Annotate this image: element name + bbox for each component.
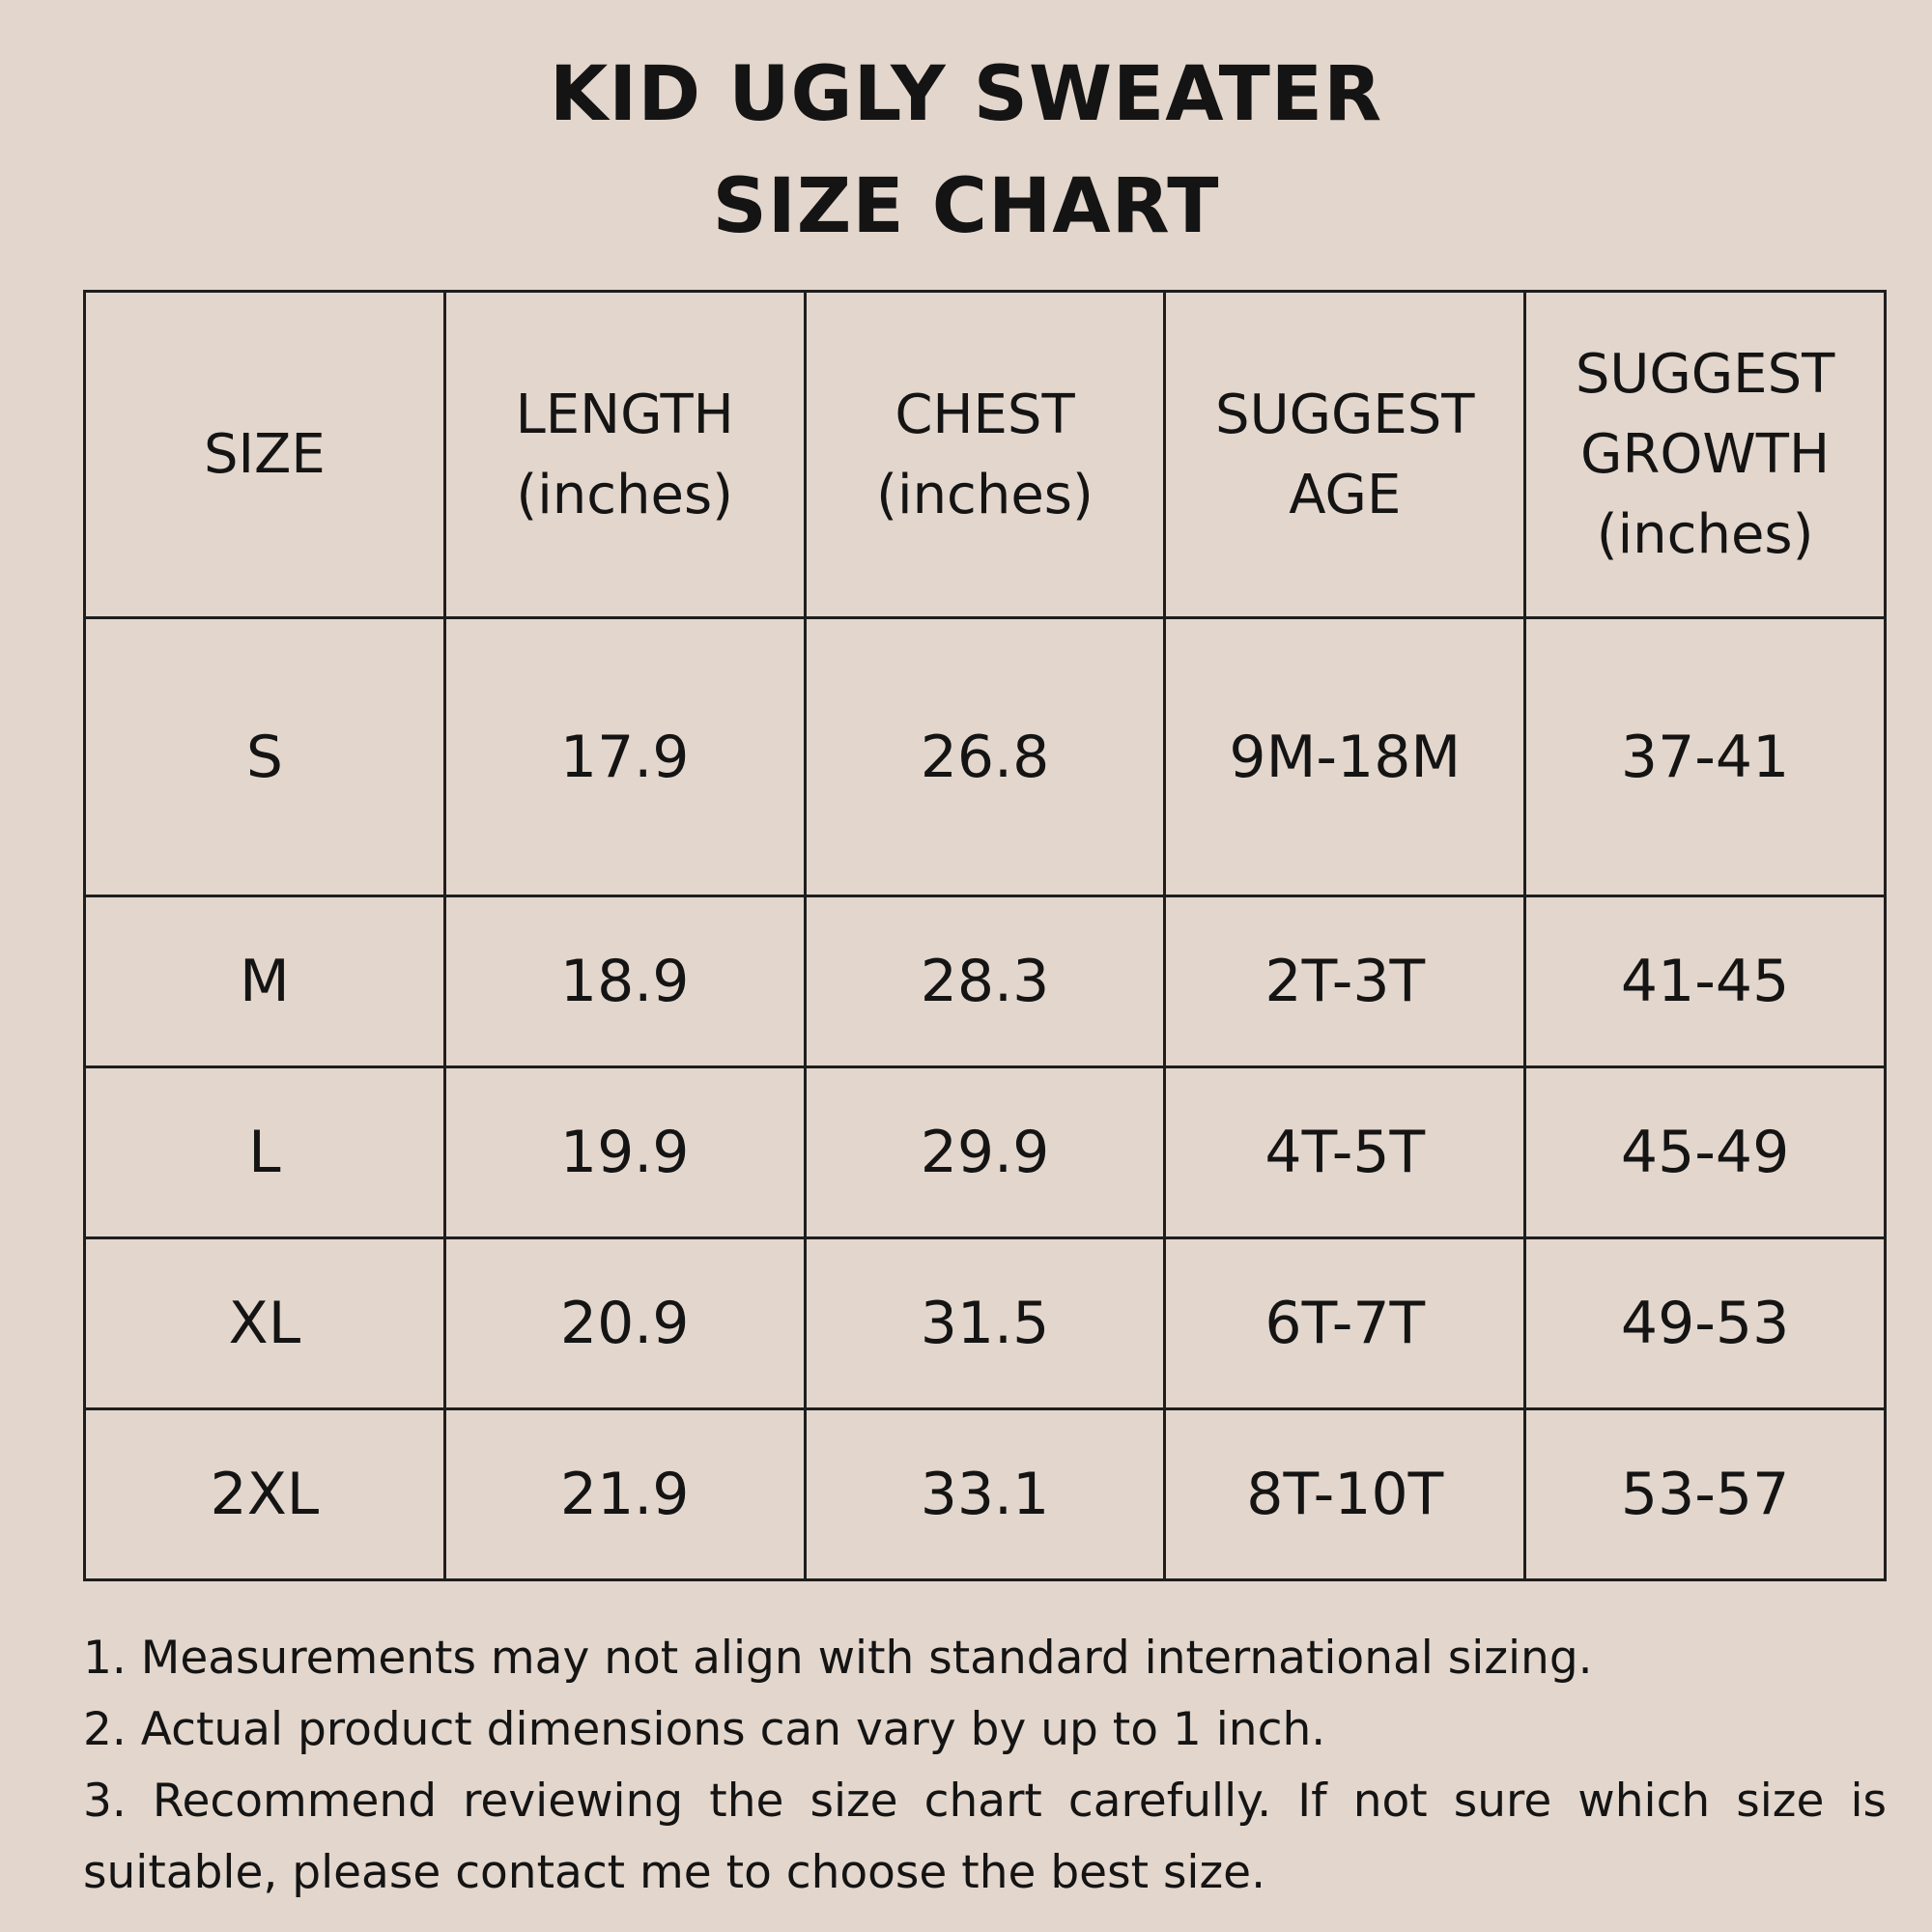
cell-suggest-growth: 41-45 [1523,895,1887,1068]
table-row: L 19.9 29.9 4T-5T 45-49 [83,1065,1887,1239]
cell-suggest-growth: 45-49 [1523,1065,1887,1239]
note-1: 1. Measurements may not align with stand… [83,1632,1593,1685]
cell-length: 17.9 [442,616,807,897]
cell-length: 21.9 [442,1407,807,1581]
cell-length: 20.9 [442,1236,807,1410]
cell-chest: 29.9 [803,1065,1167,1239]
cell-suggest-age: 6T-7T [1163,1236,1527,1410]
header-length-unit: (inches) [516,463,734,526]
header-chest-label: CHEST [895,383,1075,446]
cell-chest: 28.3 [803,895,1167,1068]
cell-size: XL [83,1236,446,1410]
table-row: S 17.9 26.8 9M-18M 37-41 [83,616,1887,897]
header-suggest-growth-line-2: GROWTH [1580,423,1831,486]
cell-suggest-age: 2T-3T [1163,895,1527,1068]
cell-suggest-age: 9M-18M [1163,616,1527,897]
cell-chest: 33.1 [803,1407,1167,1581]
table-row: 2XL 21.9 33.1 8T-10T 53-57 [83,1407,1887,1581]
header-suggest-age-line-2: AGE [1289,463,1402,526]
table-row: M 18.9 28.3 2T-3T 41-45 [83,895,1887,1068]
title-line-2: SIZE CHART [712,163,1220,250]
notes-section: 1. Measurements may not align with stand… [83,1623,1887,1909]
header-chest-unit: (inches) [876,463,1094,526]
cell-length: 18.9 [442,895,807,1068]
cell-size: 2XL [83,1407,446,1581]
header-suggest-growth: SUGGEST GROWTH (inches) [1523,290,1887,619]
page-title: KID UGLY SWEATER SIZE CHART [0,39,1932,263]
size-chart-table: SIZE LENGTH (inches) CHEST (inches) SUGG… [83,290,1887,1581]
header-suggest-age-line-1: SUGGEST [1215,383,1475,446]
header-chest: CHEST (inches) [803,290,1167,619]
cell-suggest-age: 8T-10T [1163,1407,1527,1581]
table-row: XL 20.9 31.5 6T-7T 49-53 [83,1236,1887,1410]
cell-length: 19.9 [442,1065,807,1239]
cell-size: L [83,1065,446,1239]
cell-suggest-age: 4T-5T [1163,1065,1527,1239]
note-3: 3. Recommend reviewing the size chart ca… [83,1775,1887,1899]
cell-size: S [83,616,446,897]
header-suggest-age: SUGGEST AGE [1163,290,1527,619]
header-size-label: SIZE [203,423,326,486]
header-length: LENGTH (inches) [442,290,807,619]
table-header-row: SIZE LENGTH (inches) CHEST (inches) SUGG… [83,290,1887,619]
cell-chest: 26.8 [803,616,1167,897]
cell-suggest-growth: 37-41 [1523,616,1887,897]
header-length-label: LENGTH [515,383,734,446]
header-suggest-growth-unit: (inches) [1596,503,1814,566]
cell-suggest-growth: 53-57 [1523,1407,1887,1581]
header-size: SIZE [83,290,446,619]
title-line-1: KID UGLY SWEATER [549,51,1383,138]
cell-size: M [83,895,446,1068]
cell-suggest-growth: 49-53 [1523,1236,1887,1410]
header-suggest-growth-line-1: SUGGEST [1575,343,1835,406]
note-2: 2. Actual product dimensions can vary by… [83,1703,1326,1756]
cell-chest: 31.5 [803,1236,1167,1410]
